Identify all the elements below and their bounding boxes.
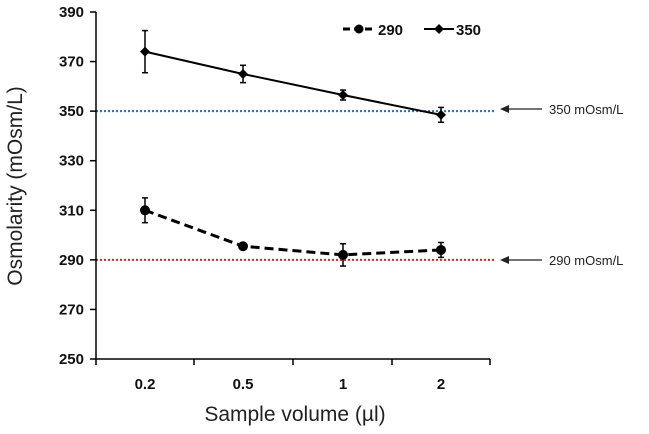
series-290-point — [436, 244, 446, 255]
y-tick-label: 250 — [59, 351, 84, 368]
legend: 290 350 — [343, 22, 481, 39]
legend-350-marker — [434, 24, 444, 34]
annotation-290-arrowhead — [500, 256, 509, 264]
y-tick-label: 330 — [59, 153, 84, 170]
x-tick-label: 1 — [339, 376, 347, 393]
y-tick-label: 290 — [59, 252, 84, 269]
series-350-point — [338, 90, 348, 101]
annotation-290-label: 290 mOsm/L — [549, 253, 623, 268]
series-350-point — [238, 68, 248, 79]
series-350-line — [144, 50, 442, 116]
x-tick-label: 2 — [437, 376, 445, 393]
series-290-point — [338, 249, 348, 260]
x-axis-title: Sample volume (µl) — [204, 403, 385, 426]
legend-350-label: 350 — [456, 22, 481, 39]
legend-290-marker — [354, 24, 364, 34]
annotation-290: 290 mOsm/L — [500, 253, 623, 268]
series-290-line — [144, 208, 442, 257]
y-tick-label: 270 — [59, 301, 84, 318]
y-tick-label: 350 — [59, 103, 84, 120]
annotation-350-label: 350 mOsm/L — [549, 102, 623, 117]
annotation-350-arrowhead — [500, 105, 509, 113]
series-290-point — [238, 241, 248, 252]
series-290-point — [140, 205, 150, 216]
x-tick-label: 0.5 — [233, 376, 254, 393]
annotation-350: 350 mOsm/L — [500, 102, 623, 117]
legend-290-label: 290 — [378, 22, 403, 39]
y-axis-title: Osmolarity (mOsm/L) — [4, 86, 27, 286]
series-350-point — [140, 46, 150, 57]
y-tick-label: 390 — [59, 4, 84, 21]
y-tick-label: 370 — [59, 54, 84, 71]
x-tick-label: 0.2 — [135, 376, 156, 393]
y-tick-label: 310 — [59, 202, 84, 219]
series-350-point — [436, 109, 446, 120]
